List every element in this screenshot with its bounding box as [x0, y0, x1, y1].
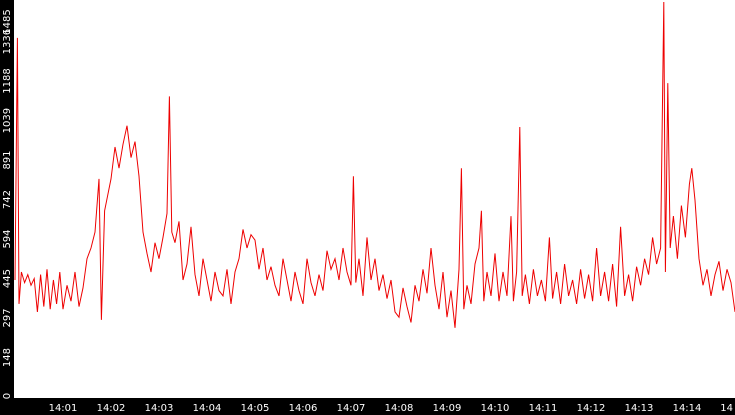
y-axis-band [0, 0, 14, 415]
x-tick-label: 14:06 [289, 403, 318, 414]
x-tick-label: 14:09 [433, 403, 462, 414]
x-tick-label: 14:11 [529, 403, 558, 414]
x-tick-label: 14:05 [241, 403, 270, 414]
y-tick-label: 0 [2, 393, 13, 399]
x-tick-label: 14 [720, 403, 733, 414]
data-line [14, 1, 735, 328]
y-tick-label: 891 [2, 150, 13, 169]
y-tick-label: 594 [2, 229, 13, 248]
x-tick-label: 14:07 [337, 403, 366, 414]
x-tick-label: 14:14 [673, 403, 702, 414]
x-tick-label: 14:03 [145, 403, 174, 414]
x-tick-label: 14:13 [625, 403, 654, 414]
x-tick-label: 14:04 [193, 403, 222, 414]
x-tick-label: 14:02 [97, 403, 126, 414]
y-tick-label: 1336 [2, 29, 13, 54]
x-axis-band [0, 398, 735, 415]
x-tick-labels: 14:01 14:02 14:03 14:04 14:05 14:06 14:07 14:08… [49, 403, 733, 414]
y-tick-label: 1485 [2, 9, 13, 34]
x-tick-label: 14:10 [481, 403, 510, 414]
y-tick-label: 1188 [2, 68, 13, 93]
y-tick-label: 1039 [2, 108, 13, 133]
y-tick-label: 297 [2, 308, 13, 327]
x-tick-label: 14:08 [385, 403, 414, 414]
x-tick-label: 14:01 [49, 403, 78, 414]
y-tick-label: 742 [2, 190, 13, 209]
x-tick-label: 14:12 [577, 403, 606, 414]
y-tick-label: 445 [2, 269, 13, 288]
y-tick-label: 148 [2, 348, 13, 367]
